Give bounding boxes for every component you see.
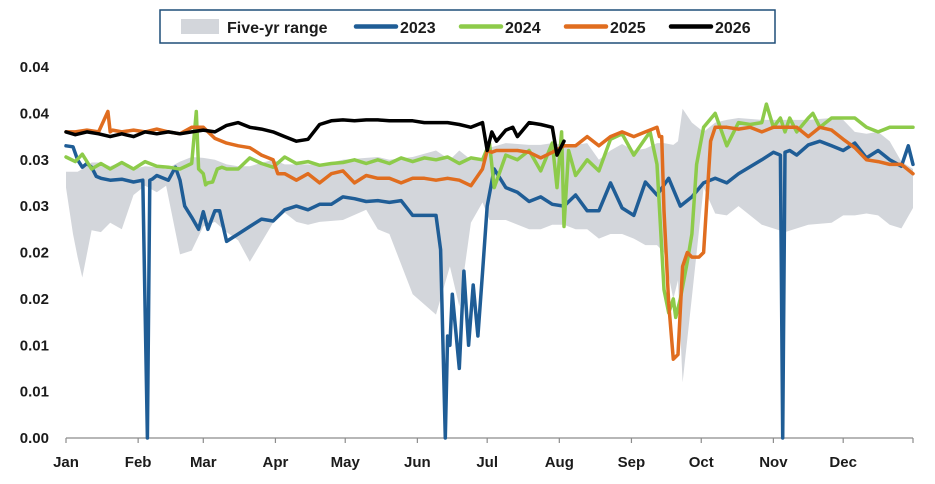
legend-entry-2025: 2025 xyxy=(563,20,646,37)
legend-entry-2026: 2026 xyxy=(668,20,751,37)
series-line-2023 xyxy=(64,139,915,440)
series-line-2024 xyxy=(64,102,915,320)
x-tick-label: Dec xyxy=(829,454,857,471)
legend-entry-2023: 2023 xyxy=(353,20,436,37)
legend-label: 2023 xyxy=(400,20,436,37)
y-tick-label: 0.01 xyxy=(20,384,49,401)
y-tick-label: 0.01 xyxy=(20,337,49,354)
x-tick-label: Jun xyxy=(404,454,431,471)
x-axis: Jan Feb Mar Apr May Jun Jul Aug Sep Oct Nov Dec xyxy=(53,437,914,471)
legend-label: 2024 xyxy=(505,20,541,37)
legend-label: 2025 xyxy=(610,20,646,37)
legend-entry-2024: 2024 xyxy=(458,20,541,37)
x-tick-label: Nov xyxy=(759,454,788,471)
range-band-layer xyxy=(66,108,913,383)
y-tick-label: 0.03 xyxy=(20,198,49,215)
legend-swatch xyxy=(181,19,219,34)
legend-entry-range: Five-yr range xyxy=(181,19,328,37)
y-tick-label: 0.04 xyxy=(20,59,50,76)
x-tick-label: Aug xyxy=(545,454,574,471)
legend-label: 2026 xyxy=(715,20,751,37)
x-tick-label: Jul xyxy=(476,454,498,471)
y-axis: 0.00 0.01 0.01 0.02 0.02 0.03 0.03 0.04 0.04 xyxy=(20,59,50,447)
y-tick-label: 0.04 xyxy=(20,105,50,122)
y-tick-label: 0.03 xyxy=(20,152,49,169)
legend-label: Five-yr range xyxy=(227,20,328,37)
x-tick-label: May xyxy=(331,454,361,471)
series-line-2026 xyxy=(64,118,566,157)
x-tick-label: Apr xyxy=(263,454,289,471)
x-tick-label: Jan xyxy=(53,454,79,471)
x-tick-label: Oct xyxy=(689,454,714,471)
y-tick-label: 0.02 xyxy=(20,245,49,262)
series-layer xyxy=(64,102,915,440)
x-tick-label: Sep xyxy=(618,454,646,471)
y-tick-label: 0.00 xyxy=(20,430,49,447)
range-band-area xyxy=(66,108,913,383)
x-tick-label: Feb xyxy=(125,454,152,471)
x-tick-label: Mar xyxy=(190,454,217,471)
y-tick-label: 0.02 xyxy=(20,291,49,308)
legend: Five-yr range 2023 2024 2025 2026 xyxy=(159,9,776,44)
